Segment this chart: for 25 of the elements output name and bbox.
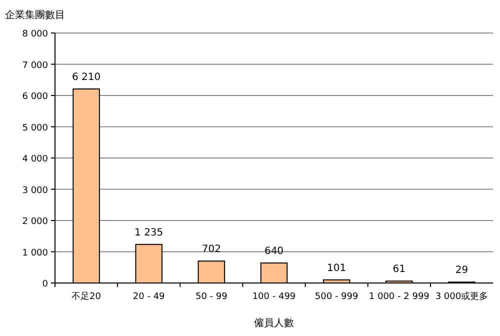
data-label: 6 210	[72, 72, 101, 83]
x-tick-label: 100 - 499	[252, 292, 296, 302]
y-tick-label: 4 000	[22, 154, 48, 164]
y-tick-label: 7 000	[22, 60, 48, 71]
y-tick-label: 5 000	[22, 123, 48, 134]
y-tick-label: 6 000	[22, 92, 48, 102]
x-tick-label: 不足20	[72, 291, 102, 302]
data-label: 702	[202, 244, 221, 256]
x-tick-label: 50 - 99	[195, 292, 228, 302]
data-label: 101	[327, 262, 346, 274]
y-tick-label: 1 000	[22, 248, 48, 258]
y-tick-label: 0	[42, 280, 48, 290]
data-label: 29	[455, 265, 468, 276]
x-tick-label: 500 - 999	[314, 292, 359, 302]
data-label: 61	[392, 264, 406, 276]
x-tick-label: 20 - 49	[132, 292, 166, 302]
y-axis-title: 企業集團數目	[5, 9, 65, 21]
x-tick-label: 1 000 - 2 999	[368, 292, 430, 302]
y-tick-label: 2 000	[22, 217, 48, 227]
y-tick-label: 8 000	[22, 30, 48, 40]
x-axis-title: 僱員人數	[254, 317, 294, 329]
data-label: 640	[264, 246, 284, 257]
y-tick-label: 3 000	[22, 186, 48, 196]
x-tick-label: 3 000或更多	[435, 291, 488, 302]
data-label: 1 235	[134, 227, 164, 238]
